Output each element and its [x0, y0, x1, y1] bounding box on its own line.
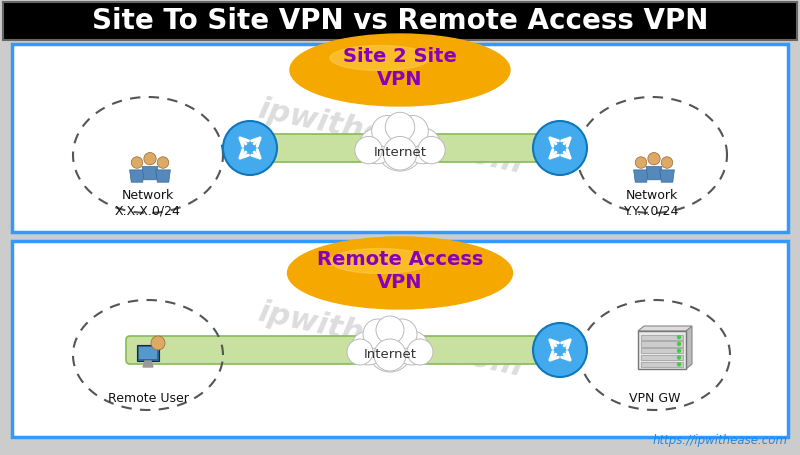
Circle shape [368, 328, 412, 372]
FancyBboxPatch shape [137, 345, 159, 361]
FancyBboxPatch shape [638, 331, 686, 369]
Polygon shape [143, 361, 153, 367]
Circle shape [678, 336, 681, 339]
Circle shape [372, 116, 403, 147]
Circle shape [363, 319, 393, 349]
Circle shape [635, 157, 646, 168]
FancyBboxPatch shape [641, 355, 683, 360]
Circle shape [347, 339, 373, 365]
FancyBboxPatch shape [3, 2, 797, 40]
Circle shape [151, 336, 165, 350]
Circle shape [374, 339, 406, 371]
Text: Network
Y.Y.Y.0/24: Network Y.Y.Y.0/24 [624, 189, 680, 217]
Circle shape [223, 121, 277, 175]
Circle shape [355, 136, 382, 164]
Circle shape [387, 319, 417, 349]
Circle shape [377, 125, 423, 171]
Polygon shape [130, 170, 144, 182]
FancyBboxPatch shape [12, 44, 788, 232]
Circle shape [158, 157, 169, 168]
Text: Site 2 Site
VPN: Site 2 Site VPN [343, 47, 457, 89]
Circle shape [383, 136, 417, 170]
Circle shape [359, 128, 394, 164]
Circle shape [678, 363, 681, 366]
Circle shape [376, 316, 404, 344]
Text: Site To Site VPN vs Remote Access VPN: Site To Site VPN vs Remote Access VPN [92, 7, 708, 35]
Ellipse shape [287, 237, 513, 309]
Text: Remote Access
VPN: Remote Access VPN [317, 250, 483, 292]
Circle shape [407, 339, 433, 365]
FancyBboxPatch shape [248, 134, 562, 162]
Circle shape [406, 128, 441, 164]
Text: Internet: Internet [363, 349, 417, 362]
FancyBboxPatch shape [641, 341, 683, 347]
Ellipse shape [330, 248, 430, 273]
Polygon shape [156, 170, 170, 182]
Polygon shape [660, 170, 674, 182]
Circle shape [678, 343, 681, 345]
Text: https://ipwithease.com: https://ipwithease.com [653, 434, 788, 447]
Circle shape [131, 157, 142, 168]
Polygon shape [646, 167, 662, 180]
Circle shape [395, 331, 429, 365]
Text: VPN GW: VPN GW [630, 391, 681, 404]
Text: Internet: Internet [374, 147, 426, 160]
Circle shape [678, 356, 681, 359]
FancyBboxPatch shape [641, 334, 683, 340]
Text: Remote User: Remote User [107, 391, 189, 404]
FancyBboxPatch shape [641, 362, 683, 367]
Circle shape [418, 136, 445, 164]
Circle shape [144, 152, 156, 165]
Text: ipwithease.com: ipwithease.com [255, 95, 525, 179]
Polygon shape [686, 326, 692, 369]
Circle shape [533, 121, 587, 175]
Ellipse shape [290, 34, 510, 106]
Circle shape [351, 331, 385, 365]
Circle shape [397, 116, 428, 147]
Circle shape [648, 152, 660, 165]
Text: Network
X.X.X.0/24: Network X.X.X.0/24 [115, 189, 181, 217]
Ellipse shape [330, 46, 430, 71]
Polygon shape [142, 167, 158, 180]
FancyBboxPatch shape [126, 336, 582, 364]
FancyBboxPatch shape [641, 348, 683, 354]
Text: ipwithease.com: ipwithease.com [255, 298, 525, 382]
Polygon shape [638, 326, 692, 331]
Polygon shape [634, 170, 648, 182]
Circle shape [386, 112, 414, 142]
Circle shape [533, 323, 587, 377]
Circle shape [678, 349, 681, 352]
FancyBboxPatch shape [12, 241, 788, 437]
FancyBboxPatch shape [139, 347, 157, 359]
Circle shape [662, 157, 673, 168]
